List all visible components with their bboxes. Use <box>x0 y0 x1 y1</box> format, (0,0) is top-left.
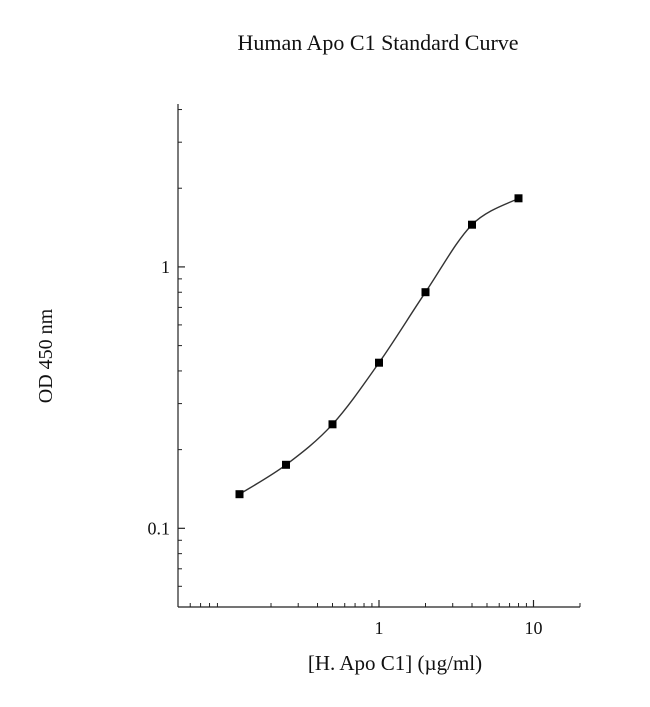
y-axis-label: OD 450 nm <box>35 308 57 403</box>
data-point <box>514 194 523 203</box>
y-tick-label: 0.1 <box>148 518 171 538</box>
x-tick-label: 1 <box>375 618 384 638</box>
y-tick-label: 1 <box>161 257 170 277</box>
x-ticks: 1 10 <box>177 600 581 638</box>
data-point <box>468 220 476 229</box>
data-point <box>421 288 430 297</box>
data-point <box>235 490 244 499</box>
data-point <box>282 460 290 469</box>
x-axis-label: [H. Apo C1] (µg/ml) <box>308 651 482 675</box>
fit-curve <box>239 197 519 495</box>
axes <box>177 104 580 608</box>
fit-curve-layer <box>239 197 519 495</box>
chart-title: Human Apo C1 Standard Curve <box>237 30 518 55</box>
y-ticks: 0.11 <box>148 109 185 608</box>
data-point <box>328 420 337 429</box>
data-points-layer <box>235 194 523 499</box>
data-point <box>375 358 383 367</box>
x-tick-label: 10 <box>524 618 542 638</box>
